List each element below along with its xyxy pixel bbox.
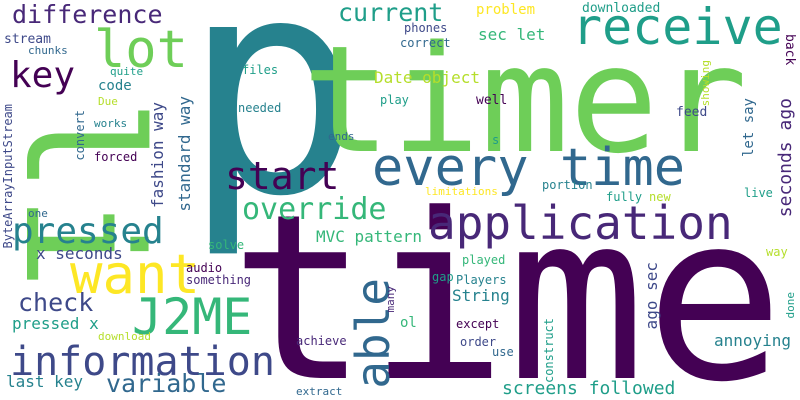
word-downloaded: downloaded <box>582 1 661 16</box>
word-showing: showing <box>699 60 712 107</box>
word-convert: convert <box>73 110 87 161</box>
word-except: except <box>456 317 500 331</box>
word-solve: solve <box>208 238 245 252</box>
word-back: back <box>782 34 797 66</box>
word-fully: fully <box>606 190 643 204</box>
word-want: want <box>70 243 201 306</box>
word-order: order <box>460 335 497 349</box>
word-limitations: limitations <box>425 185 498 198</box>
word-pressed: pressed <box>12 211 164 252</box>
word-played: played <box>462 253 506 267</box>
word-difference: difference <box>12 0 163 29</box>
word-well: well <box>476 93 508 108</box>
word-something: something <box>186 273 252 287</box>
word-bytearrayinputstream: ByteArrayInputStream <box>1 104 15 249</box>
word-many: many <box>384 286 397 313</box>
word-files: files <box>242 63 279 77</box>
word-receive: receive <box>572 0 783 56</box>
word-ends: ends <box>328 130 355 143</box>
word-j2me: J2ME <box>132 288 253 346</box>
word-construct: construct <box>542 318 556 384</box>
word-sec-let: annoying <box>714 331 792 350</box>
word-feed: feed <box>676 105 708 120</box>
word-screens-followed: screens followed <box>502 378 676 399</box>
word-current: current <box>338 0 444 27</box>
word-start: start <box>225 154 340 198</box>
word-forced: forced <box>94 150 138 164</box>
word-quite: quite <box>110 65 144 78</box>
word-pressed-x: pressed x <box>12 314 99 333</box>
word-override: override <box>242 192 387 227</box>
word-audio: audio <box>186 261 223 275</box>
word-x-seconds: x seconds <box>36 244 123 263</box>
word-code: code <box>98 78 132 94</box>
word-information: information <box>10 339 275 385</box>
word-every-time: every time <box>372 138 686 198</box>
word-problem: problem <box>476 2 536 18</box>
word-needed: needed <box>238 101 282 115</box>
word-application: application <box>428 196 733 250</box>
word-last-key: last key <box>6 372 84 391</box>
word-due: Due <box>98 95 118 108</box>
word-live: live <box>744 186 773 200</box>
word-portion: portion <box>542 178 593 192</box>
word-let-say: Date object <box>374 68 480 87</box>
word-annoying: let say <box>741 98 757 158</box>
word-players: Players <box>456 273 507 287</box>
word-p: p <box>182 0 363 262</box>
word-date-object: ago sec <box>642 262 661 330</box>
word-gap: gap <box>432 270 454 284</box>
word-fashion-way: fashion way <box>148 102 167 208</box>
word-string: String <box>452 286 510 305</box>
word-variable: variable <box>106 369 227 398</box>
word-phones: phones <box>404 21 448 35</box>
word-correct: correct <box>400 36 451 50</box>
word-download: download <box>98 330 151 343</box>
word-play: play <box>380 93 409 107</box>
word-chunks: chunks <box>28 44 68 57</box>
word-standard-way: standard way <box>175 96 194 212</box>
word-works: works <box>94 117 128 130</box>
word-s: s <box>492 133 500 147</box>
word-new: new <box>649 190 671 204</box>
word-seconds-ago: seconds ago <box>775 98 796 218</box>
word-mvc-pattern: MVC pattern <box>316 227 422 246</box>
word-done: done <box>784 292 797 319</box>
word-ago-sec: sec let <box>478 25 546 44</box>
word-ol: ol <box>400 315 417 331</box>
word-one: one <box>28 207 48 220</box>
word-way: way <box>766 245 788 259</box>
word-stream: stream <box>4 32 51 47</box>
word-timer: timer <box>302 14 748 186</box>
word-key: key <box>10 55 76 96</box>
word-use: use <box>492 345 514 359</box>
word-extract: extract <box>296 385 343 398</box>
word-li: li <box>0 98 176 291</box>
word-time: time <box>230 166 784 400</box>
word-lot: lot <box>94 20 188 80</box>
word-check: check <box>18 288 94 317</box>
word-achieve: achieve <box>296 334 347 348</box>
